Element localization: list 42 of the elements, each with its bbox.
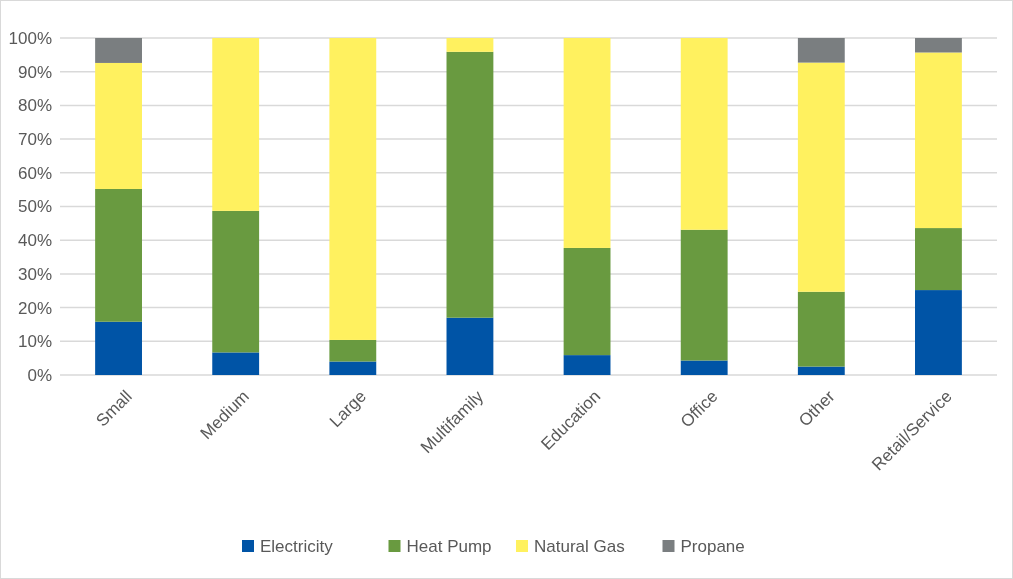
bar bbox=[797, 366, 845, 375]
bar bbox=[915, 52, 962, 229]
bar bbox=[329, 339, 377, 362]
y-tick-label: 40% bbox=[17, 231, 52, 251]
bar bbox=[95, 62, 142, 189]
y-tick-label: 80% bbox=[17, 96, 52, 116]
y-tick-label: 10% bbox=[17, 332, 52, 352]
bar bbox=[680, 38, 728, 230]
y-tick-label: 70% bbox=[17, 130, 52, 150]
bar bbox=[95, 38, 142, 63]
bar bbox=[563, 355, 611, 375]
bar bbox=[915, 290, 962, 375]
bar bbox=[329, 361, 377, 375]
legend-label: Electricity bbox=[260, 536, 334, 556]
bar bbox=[563, 247, 611, 356]
bar bbox=[95, 188, 142, 322]
bar bbox=[329, 38, 377, 340]
legend-label: Natural Gas bbox=[534, 536, 625, 556]
y-tick-label: 20% bbox=[17, 298, 52, 318]
bar bbox=[680, 360, 728, 375]
y-tick-label: 0% bbox=[27, 365, 52, 385]
bar bbox=[95, 321, 142, 375]
bar bbox=[563, 38, 611, 248]
bar bbox=[797, 62, 845, 292]
bar bbox=[797, 38, 845, 63]
y-tick-label: 50% bbox=[17, 197, 52, 217]
bar bbox=[915, 38, 962, 53]
bar bbox=[446, 317, 494, 375]
bar bbox=[212, 210, 260, 353]
legend-label: Propane bbox=[680, 536, 745, 556]
bar bbox=[446, 51, 494, 318]
bar bbox=[680, 229, 728, 361]
y-tick-label: 30% bbox=[17, 264, 52, 284]
y-tick-label: 90% bbox=[17, 62, 52, 82]
bar bbox=[446, 38, 494, 52]
bar bbox=[212, 38, 260, 211]
bar bbox=[212, 352, 260, 375]
y-tick-label: 60% bbox=[17, 163, 52, 183]
legend-label: Heat Pump bbox=[406, 536, 492, 556]
bar bbox=[797, 291, 845, 367]
bar bbox=[915, 228, 962, 291]
y-tick-label: 100% bbox=[8, 28, 52, 48]
